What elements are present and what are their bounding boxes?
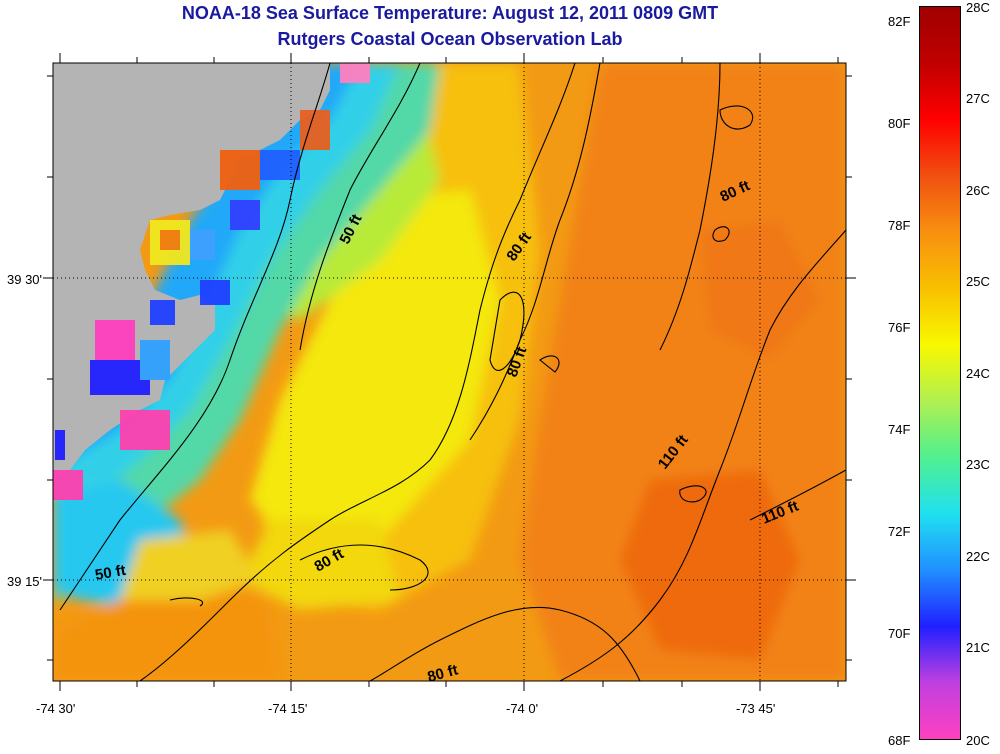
temperature-colorbar — [919, 6, 961, 740]
y-tick-label: 39 30' — [7, 272, 43, 287]
map-subtitle: Rutgers Coastal Ocean Observation Lab — [277, 29, 623, 49]
colorbar-f-label: 82F — [888, 14, 911, 29]
contour-label: 50 ft — [94, 562, 127, 584]
colorbar-f-label: 78F — [888, 218, 911, 233]
colorbar-f-label: 80F — [888, 116, 911, 131]
sst-field — [53, 63, 846, 681]
colorbar-c-label: 27C — [966, 91, 990, 106]
x-tick-label: -73 45' — [736, 701, 776, 716]
colorbar-c-label: 22C — [966, 549, 990, 564]
colorbar-f-label: 70F — [888, 626, 911, 641]
y-tick-label: 39 15' — [7, 574, 43, 589]
x-tick-label: -74 30' — [36, 701, 76, 716]
x-tick-label: -74 15' — [268, 701, 308, 716]
colorbar-c-label: 25C — [966, 274, 990, 289]
colorbar-f-label: 74F — [888, 422, 911, 437]
colorbar-c-label: 24C — [966, 366, 990, 381]
colorbar-c-label: 26C — [966, 183, 990, 198]
x-tick-label: -74 0' — [506, 701, 539, 716]
graticule — [53, 63, 846, 681]
colorbar-f-label: 68F — [888, 733, 911, 748]
map-title: NOAA-18 Sea Surface Temperature: August … — [181, 3, 719, 23]
plot-frame — [52, 62, 847, 682]
colorbar-c-label: 28C — [966, 0, 990, 15]
colorbar-c-label: 20C — [966, 733, 990, 748]
colorbar-f-label: 72F — [888, 524, 911, 539]
colorbar-c-label: 23C — [966, 457, 990, 472]
colorbar-c-label: 21C — [966, 640, 990, 655]
colorbar-f-label: 76F — [888, 320, 911, 335]
axis-ticks — [43, 53, 856, 691]
